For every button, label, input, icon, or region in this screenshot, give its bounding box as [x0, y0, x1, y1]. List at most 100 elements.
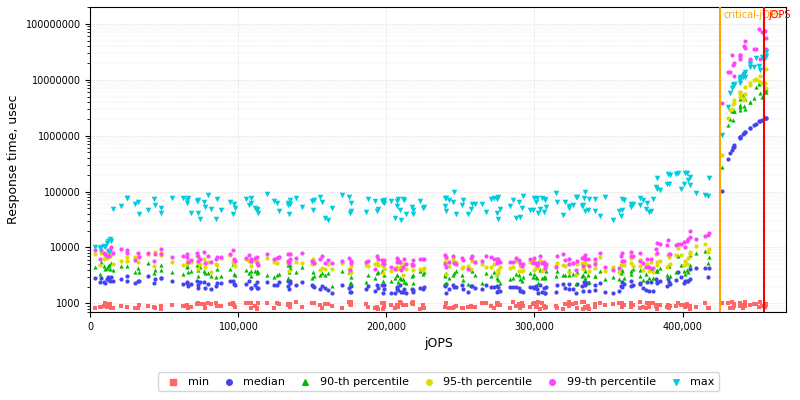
- median: [510, 284, 522, 290]
- median: [344, 289, 357, 296]
- max: [385, 197, 398, 204]
- 90-th percentile: [240, 267, 253, 273]
- min: [121, 304, 134, 310]
- median: [612, 288, 625, 295]
- min: [589, 304, 602, 310]
- 95-th percentile: [650, 258, 663, 265]
- 99-th percentile: [534, 252, 546, 259]
- 95-th percentile: [534, 257, 546, 264]
- min: [588, 301, 601, 308]
- 95-th percentile: [540, 262, 553, 269]
- 90-th percentile: [105, 260, 118, 266]
- 90-th percentile: [663, 273, 676, 280]
- min: [283, 304, 296, 310]
- 95-th percentile: [759, 66, 772, 72]
- 90-th percentile: [624, 271, 637, 277]
- median: [678, 278, 691, 284]
- 99-th percentile: [394, 267, 407, 273]
- max: [181, 195, 194, 201]
- min: [101, 304, 114, 310]
- median: [538, 285, 550, 291]
- 99-th percentile: [588, 256, 601, 262]
- 90-th percentile: [372, 269, 385, 275]
- min: [738, 299, 751, 306]
- min: [166, 301, 179, 308]
- median: [513, 285, 526, 291]
- 95-th percentile: [244, 262, 257, 269]
- 99-th percentile: [101, 253, 114, 260]
- 90-th percentile: [578, 275, 591, 282]
- 95-th percentile: [228, 260, 241, 267]
- 95-th percentile: [98, 256, 110, 262]
- 90-th percentile: [727, 108, 740, 114]
- max: [582, 207, 595, 214]
- 95-th percentile: [154, 250, 167, 256]
- 99-th percentile: [485, 254, 498, 261]
- 95-th percentile: [684, 249, 697, 255]
- median: [267, 281, 280, 288]
- min: [510, 303, 522, 309]
- median: [462, 289, 474, 295]
- min: [570, 300, 582, 306]
- 99-th percentile: [228, 258, 241, 264]
- max: [588, 196, 601, 202]
- 95-th percentile: [378, 264, 391, 271]
- 90-th percentile: [588, 273, 601, 280]
- median: [577, 287, 590, 294]
- median: [447, 284, 460, 290]
- 90-th percentile: [579, 268, 592, 274]
- max: [388, 215, 401, 222]
- 95-th percentile: [322, 261, 334, 267]
- median: [190, 278, 203, 284]
- max: [516, 205, 529, 212]
- max: [462, 211, 474, 218]
- median: [681, 278, 694, 284]
- 99-th percentile: [180, 250, 193, 257]
- 99-th percentile: [283, 256, 296, 262]
- max: [739, 69, 752, 75]
- 99-th percentile: [582, 256, 595, 262]
- 90-th percentile: [283, 265, 296, 271]
- 95-th percentile: [226, 259, 239, 265]
- 95-th percentile: [407, 266, 420, 273]
- max: [244, 200, 257, 206]
- 99-th percentile: [198, 249, 210, 255]
- 90-th percentile: [690, 250, 702, 256]
- 95-th percentile: [758, 80, 771, 86]
- min: [418, 304, 430, 311]
- 99-th percentile: [559, 257, 572, 264]
- median: [250, 279, 263, 285]
- 99-th percentile: [128, 257, 141, 264]
- 95-th percentile: [121, 258, 134, 264]
- median: [273, 278, 286, 285]
- 99-th percentile: [734, 52, 746, 58]
- max: [103, 249, 116, 256]
- 95-th percentile: [399, 266, 412, 272]
- median: [438, 283, 451, 290]
- 99-th percentile: [550, 253, 563, 260]
- max: [550, 190, 563, 196]
- 99-th percentile: [121, 250, 134, 256]
- 99-th percentile: [699, 233, 712, 240]
- 95-th percentile: [370, 259, 383, 266]
- min: [462, 304, 474, 310]
- 95-th percentile: [513, 268, 526, 274]
- 95-th percentile: [557, 262, 570, 268]
- 99-th percentile: [563, 256, 576, 262]
- min: [640, 305, 653, 312]
- 90-th percentile: [181, 264, 194, 270]
- 90-th percentile: [244, 268, 257, 275]
- 95-th percentile: [326, 266, 338, 273]
- min: [114, 303, 127, 309]
- median: [506, 284, 519, 290]
- median: [104, 278, 117, 284]
- median: [214, 280, 227, 286]
- 90-th percentile: [503, 276, 516, 282]
- max: [616, 196, 629, 202]
- 90-th percentile: [755, 94, 768, 100]
- 95-th percentile: [345, 269, 358, 276]
- median: [699, 264, 712, 271]
- 99-th percentile: [447, 260, 460, 266]
- max: [534, 206, 546, 212]
- max: [407, 207, 420, 214]
